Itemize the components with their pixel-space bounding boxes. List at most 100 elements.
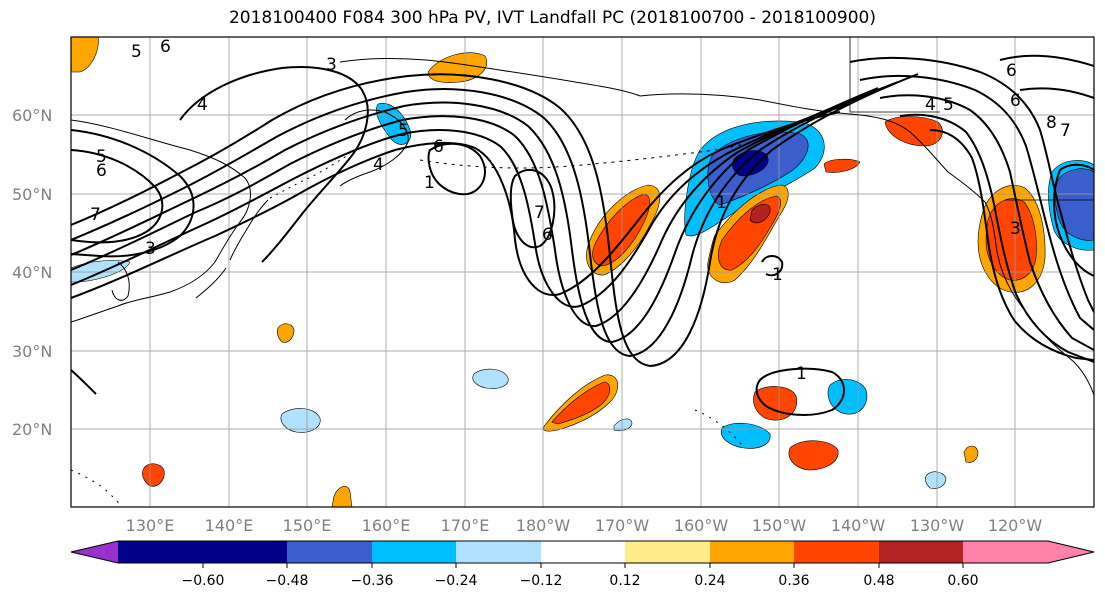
coast-chukotka bbox=[339, 57, 641, 97]
pv-region-small-orange-d bbox=[963, 445, 979, 463]
contour-label: 5 bbox=[943, 95, 954, 115]
coast-kamchatka bbox=[339, 109, 409, 187]
lon-tick-label: 160°E bbox=[362, 516, 411, 535]
lon-tick-label: 140°W bbox=[831, 516, 886, 535]
pv-region-tropic-orange bbox=[788, 440, 839, 471]
coast-japan bbox=[195, 199, 269, 299]
colorbar-tick-label: 0.60 bbox=[947, 573, 978, 589]
colorbar-tick-label: −0.36 bbox=[351, 573, 394, 589]
pv-contour-20 bbox=[1053, 163, 1094, 277]
colorbar-tick-label: 0.48 bbox=[863, 573, 894, 589]
pv-region-ne-pacific-core bbox=[749, 203, 771, 224]
colorbar-extend-high bbox=[1048, 541, 1094, 563]
pv-contour-16 bbox=[879, 94, 1094, 351]
pv-contour-7 bbox=[71, 129, 195, 258]
contour-label: 3 bbox=[1010, 219, 1021, 239]
pv-contour-2 bbox=[71, 103, 851, 308]
lon-tick-label: 140°E bbox=[205, 516, 254, 535]
pv-region-nw-corner-orange bbox=[71, 37, 99, 73]
contour-label: 1 bbox=[772, 265, 783, 285]
colorbar-outline bbox=[70, 540, 1095, 564]
colorbar-segment bbox=[372, 541, 456, 563]
contour-label: 1 bbox=[716, 193, 727, 213]
pv-contour-21 bbox=[71, 369, 97, 395]
colorbar-tick-label: −0.12 bbox=[520, 573, 563, 589]
lon-tick-label: 130°W bbox=[910, 516, 965, 535]
lon-tick-label: 160°W bbox=[674, 516, 729, 535]
contour-label: 5 bbox=[398, 121, 409, 141]
pv-region-phil-sea-orange bbox=[142, 463, 165, 487]
pv-region-hawaii-blue bbox=[720, 422, 771, 449]
lon-tick-label: 120°W bbox=[988, 516, 1043, 535]
contour-label: 6 bbox=[1010, 91, 1021, 111]
contour-label: 5 bbox=[131, 42, 142, 62]
pv-region-alaska-panhandle bbox=[884, 116, 943, 147]
pv-contour-6 bbox=[71, 73, 919, 368]
colorbar-segment bbox=[118, 541, 203, 563]
pv-region-small-blue-c bbox=[924, 471, 947, 489]
pv-region-small-orange-a bbox=[276, 323, 295, 343]
coast-korea bbox=[111, 261, 130, 301]
contour-label: 3 bbox=[326, 55, 337, 75]
pv-region-gulf-alaska-core bbox=[732, 150, 769, 177]
lon-tick-label: 150°E bbox=[283, 516, 332, 535]
contour-label: 7 bbox=[90, 205, 101, 225]
contour-label: 8 bbox=[1046, 113, 1057, 133]
colorbar-segment bbox=[879, 541, 963, 563]
coast-hawaii bbox=[694, 409, 743, 446]
pv-region-subtropical-band-mid bbox=[551, 381, 611, 425]
pv-contour-18 bbox=[929, 129, 1094, 361]
pv-contour-14 bbox=[849, 56, 1094, 313]
colorbar-tick-label: 0.24 bbox=[694, 573, 725, 589]
map-frame bbox=[70, 36, 1095, 508]
pv-shading-layer bbox=[71, 37, 1094, 507]
pv-contour-9 bbox=[179, 66, 369, 263]
colorbar-tick-label: −0.48 bbox=[266, 573, 309, 589]
colorbar-segment bbox=[963, 541, 1048, 563]
pv-contour-1 bbox=[71, 111, 841, 299]
pv-region-midway-blue bbox=[472, 368, 509, 389]
lon-tick-label: 150°W bbox=[752, 516, 807, 535]
pv-region-small-orange-b bbox=[331, 485, 353, 507]
latitude-axis: 20°N 30°N 40°N 50°N 60°N bbox=[12, 106, 52, 439]
pv-contour-15 bbox=[859, 74, 1094, 331]
contour-label: 6 bbox=[1006, 61, 1017, 81]
lon-tick-label: 130°E bbox=[126, 516, 175, 535]
contour-label: 4 bbox=[197, 95, 208, 115]
colorbar-tick-labels: −0.60 −0.48 −0.36 −0.24 −0.12 0.12 0.24 … bbox=[182, 573, 979, 589]
pv-region-small-blue-e bbox=[613, 418, 633, 432]
contour-label: 1 bbox=[796, 364, 807, 384]
pv-contour-3 bbox=[71, 95, 863, 328]
contour-label: 7 bbox=[1060, 121, 1071, 141]
coast-kurils bbox=[269, 153, 351, 199]
contour-label: 6 bbox=[433, 137, 444, 157]
colorbar-segment bbox=[625, 541, 710, 563]
contour-label: 4 bbox=[925, 95, 936, 115]
contour-label: 6 bbox=[160, 37, 171, 57]
pv-contours bbox=[71, 54, 1094, 416]
colorbar-segment bbox=[287, 541, 372, 563]
colorbar-segment bbox=[541, 541, 625, 563]
pv-contour-5 bbox=[71, 81, 899, 358]
contour-label: 6 bbox=[542, 225, 553, 245]
colorbar-segment bbox=[203, 541, 287, 563]
coastlines bbox=[71, 37, 1094, 507]
contour-label: 3 bbox=[145, 239, 156, 259]
contour-label: 5 bbox=[96, 147, 107, 167]
pv-contour-19 bbox=[999, 54, 1094, 99]
colorbar-extend-low bbox=[71, 541, 118, 563]
colorbar-tick-label: −0.24 bbox=[435, 573, 478, 589]
colorbar-segment bbox=[456, 541, 541, 563]
contour-label: 7 bbox=[534, 203, 545, 223]
lat-tick-label: 40°N bbox=[12, 263, 52, 282]
lat-tick-label: 60°N bbox=[12, 106, 52, 125]
coast-alaska bbox=[639, 93, 949, 173]
chart-title: 2018100400 F084 300 hPa PV, IVT Landfall… bbox=[228, 8, 876, 28]
contour-labels: 6 5 3 4 5 6 7 3 5 6 1 7 6 1 1 4 5 6 8 7 … bbox=[90, 37, 1103, 384]
contour-label: 5 bbox=[1092, 75, 1103, 95]
pv-contour-12 bbox=[755, 367, 845, 416]
colorbar-ticks bbox=[202, 563, 964, 568]
colorbar-tick-label: 0.36 bbox=[778, 573, 809, 589]
pv-region-aleutian-east-orange bbox=[823, 158, 861, 173]
